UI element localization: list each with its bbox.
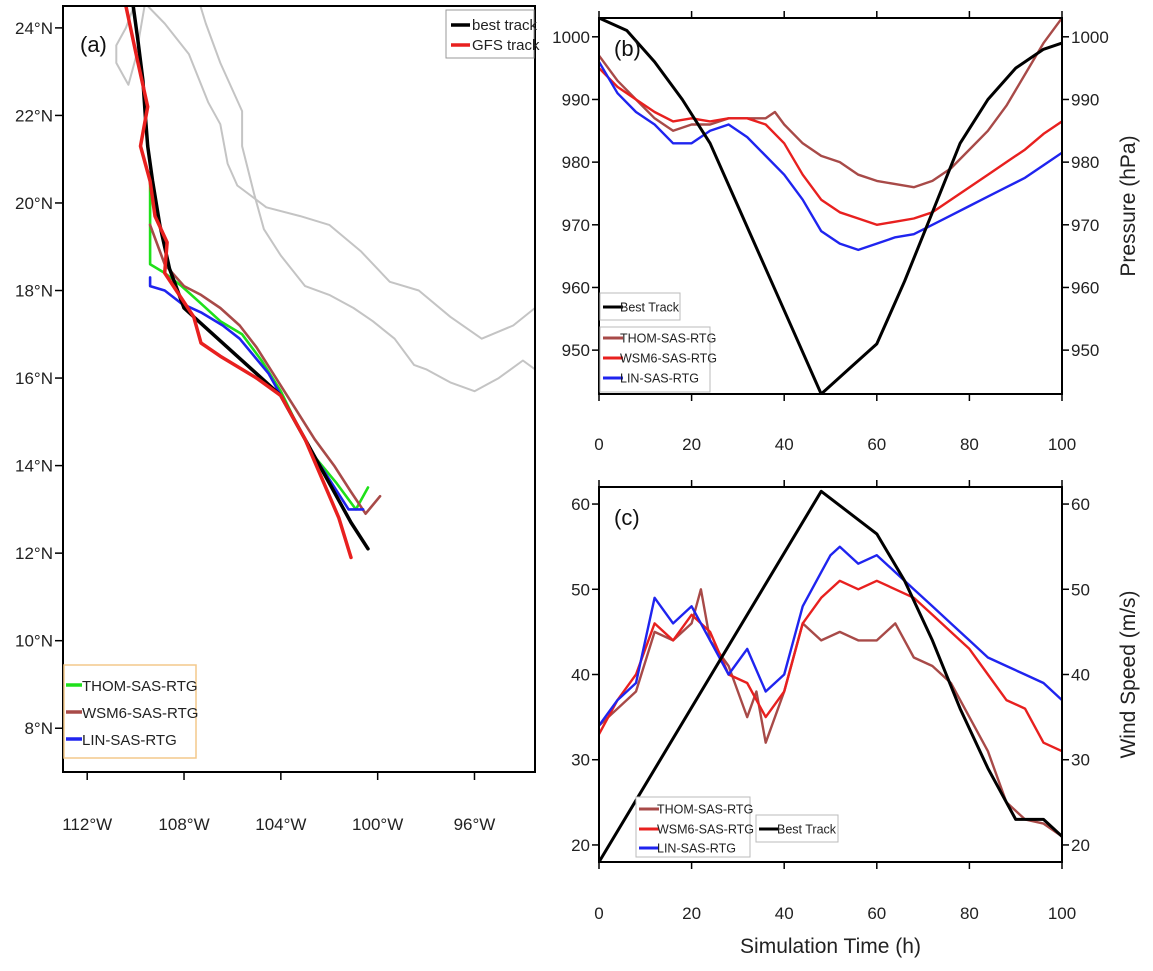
panel-b-plot-area [599, 18, 1062, 394]
y-axis-title: Pressure (hPa) [1117, 135, 1140, 276]
x-tick-label: 60 [867, 435, 886, 454]
y-tick-label: 960 [562, 278, 590, 297]
y-tick-label: 14°N [15, 457, 53, 476]
legend-label-thom-sas-rtg: THOM-SAS-RTG [620, 332, 716, 346]
legend-label-wsm6-sas-rtg: WSM6-SAS-RTG [657, 823, 754, 837]
x-tick-label: 112°W [62, 815, 112, 834]
x-tick-label: 0 [594, 904, 603, 923]
panel-c-label: (c) [614, 505, 640, 530]
y-tick-label-right: 50 [1071, 580, 1090, 599]
y-tick-label-right: 60 [1071, 495, 1090, 514]
y-tick-label: 20°N [15, 194, 53, 213]
legend-label-wsm6-sas-rtg: WSM6-SAS-RTG [620, 352, 717, 366]
y-tick-label: 50 [571, 580, 590, 599]
y-tick-label-right: 950 [1071, 341, 1099, 360]
series-lin-sas-rtg-line [599, 60, 1062, 252]
y-tick-label: 980 [562, 153, 590, 172]
series-wsm6-sas-rtg-line [599, 66, 1062, 227]
legend-a-bottom: THOM-SAS-RTG WSM6-SAS-RTG LIN-SAS-RTG [63, 664, 198, 759]
y-tick-label-right: 30 [1071, 751, 1090, 770]
legend-label-wsm6-sas-rtg: WSM6-SAS-RTG [82, 705, 198, 722]
series-wsm6-sas-rtg-line [148, 223, 382, 516]
panel-a-plot-area [115, 6, 535, 560]
y-tick-label: 24°N [15, 19, 53, 38]
series-lin-sas-rtg-line [148, 276, 365, 511]
x-tick-label: 0 [594, 435, 603, 454]
y-tick-label: 1000 [552, 28, 590, 47]
series-lin-sas-rtg-line [599, 545, 1062, 727]
legend-label-best-track: Best Track [620, 301, 680, 315]
x-tick-label: 20 [682, 904, 701, 923]
y-tick-label: 10°N [15, 632, 53, 651]
panel-a-frame [62, 5, 536, 773]
y-tick-label: 16°N [15, 369, 53, 388]
legend-c-box-runs [635, 796, 751, 858]
y-tick-label: 990 [562, 90, 590, 109]
x-tick-label: 80 [960, 435, 979, 454]
x-tick-label: 100°W [352, 815, 403, 834]
panel-a-label: (a) [80, 32, 107, 57]
legend-label-lin-sas-rtg: LIN-SAS-RTG [657, 842, 736, 856]
panel-c-plot-area [599, 489, 1062, 862]
y-tick-label: 60 [571, 495, 590, 514]
y-axis-title: Wind Speed (m/s) [1117, 590, 1140, 758]
series-wsm6-sas-rtg-line [599, 579, 1062, 753]
legend-a-top: best track GFS track [445, 9, 540, 59]
legend-label-thom-sas-rtg: THOM-SAS-RTG [657, 803, 753, 817]
legend-label-best-track: best track [472, 17, 538, 34]
y-tick-label: 30 [571, 751, 590, 770]
y-tick-label: 12°N [15, 544, 53, 563]
y-tick-label: 970 [562, 216, 590, 235]
legend-label-best-track: Best Track [777, 823, 837, 837]
x-tick-label: 100 [1048, 904, 1076, 923]
legend-b: Best Track THOM-SAS-RTG WSM6-SAS-RTG LIN-SA… [599, 292, 717, 393]
y-tick-label: 22°N [15, 106, 53, 125]
series-best-track-line [599, 489, 1062, 862]
series-coastline-line [115, 6, 535, 393]
x-tick-label: 104°W [255, 815, 306, 834]
legend-a-bottom-box [63, 664, 197, 759]
legend-a-top-box [445, 9, 535, 59]
series-thom-sas-rtg-line [599, 588, 1062, 838]
panel-c: 0 20 40 60 80 100 20 20 30 30 40 40 50 50 60 60 (c) Wind … [571, 480, 1140, 958]
y-tick-label-right: 970 [1071, 216, 1099, 235]
y-tick-label-right: 990 [1071, 90, 1099, 109]
y-tick-label: 40 [571, 666, 590, 685]
y-tick-label: 950 [562, 341, 590, 360]
legend-label-gfs-track: GFS track [472, 37, 540, 54]
panel-b-frame [598, 17, 1063, 395]
series-thom-sas-rtg-line [599, 18, 1062, 189]
legend-label-lin-sas-rtg: LIN-SAS-RTG [82, 732, 177, 749]
y-tick-label-right: 1000 [1071, 28, 1109, 47]
y-tick-label: 8°N [24, 719, 53, 738]
legend-c: THOM-SAS-RTG WSM6-SAS-RTG LIN-SAS-RTG Best … [635, 796, 839, 858]
panel-b-label: (b) [614, 36, 641, 61]
x-tick-label: 40 [775, 904, 794, 923]
x-tick-label: 20 [682, 435, 701, 454]
legend-label-lin-sas-rtg: LIN-SAS-RTG [620, 372, 699, 386]
x-tick-label: 60 [867, 904, 886, 923]
panel-a: 112°W 108°W 104°W 100°W 96°W 8°N 10°N 12°N 14°N 1… [15, 5, 540, 834]
y-tick-label-right: 960 [1071, 278, 1099, 297]
x-tick-label: 40 [775, 435, 794, 454]
y-tick-label: 18°N [15, 282, 53, 301]
x-tick-label: 108°W [158, 815, 209, 834]
x-axis-title: Simulation Time (h) [740, 935, 921, 958]
y-tick-label-right: 40 [1071, 666, 1090, 685]
x-tick-label: 100 [1048, 435, 1076, 454]
series-thom-sas-rtg-line [148, 171, 370, 511]
series-gfs-track-line [124, 6, 353, 560]
legend-label-thom-sas-rtg: THOM-SAS-RTG [82, 678, 198, 695]
y-tick-label-right: 980 [1071, 153, 1099, 172]
panel-b: 0 20 40 60 80 100 950 950 960 960 970 970 980 980 990 9… [552, 11, 1140, 454]
x-tick-label: 80 [960, 904, 979, 923]
series-best-track-line [599, 18, 1062, 394]
x-tick-label: 96°W [454, 815, 496, 834]
y-tick-label-right: 20 [1071, 836, 1090, 855]
y-tick-label: 20 [571, 836, 590, 855]
series-state-border-line [146, 6, 535, 340]
